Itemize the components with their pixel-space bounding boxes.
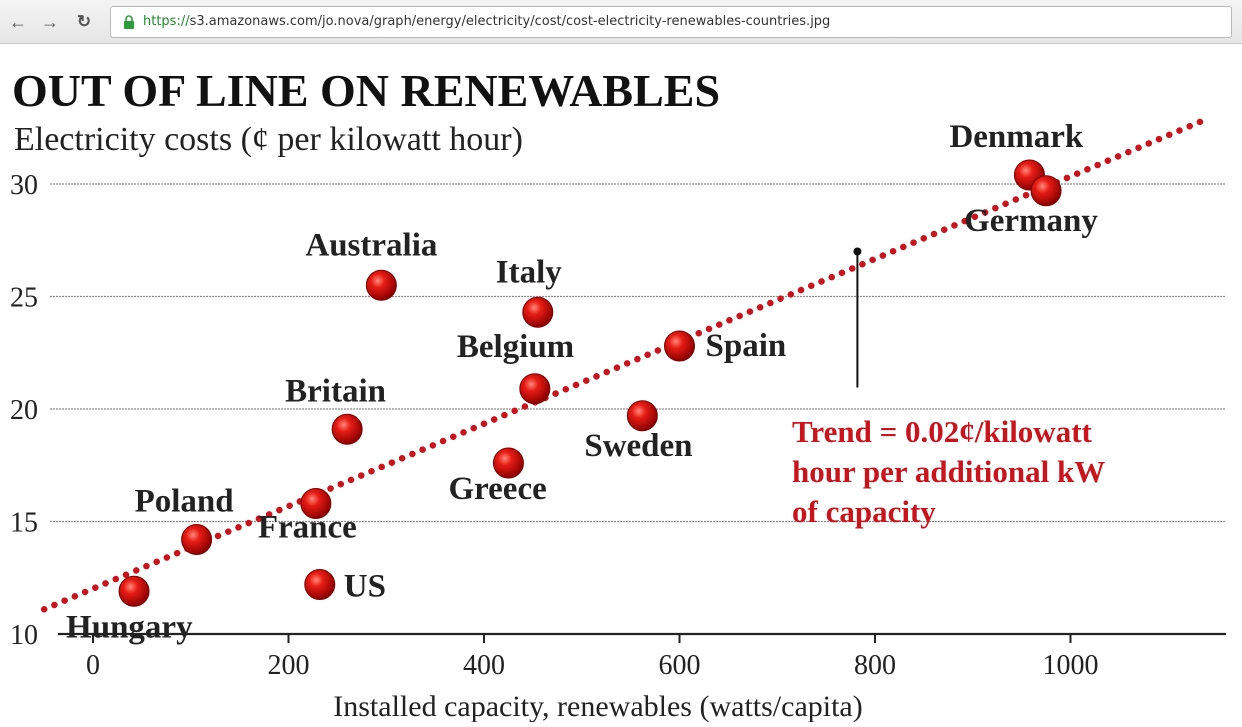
point-label-belgium: Belgium — [457, 329, 574, 365]
point-label-poland: Poland — [135, 484, 234, 520]
axes: 10 15 20 25 30 0 200 400 600 800 1000 — [10, 170, 1226, 681]
point-spain — [664, 330, 695, 362]
chart-subtitle: Electricity costs (¢ per kilowatt hour) — [14, 121, 523, 158]
address-bar[interactable]: https://s3.amazonaws.com/jo.nova/graph/e… — [110, 6, 1232, 38]
x-tick-label-800: 800 — [854, 650, 896, 681]
point-label-us: US — [344, 569, 386, 605]
point-australia — [365, 269, 397, 301]
chart-area: OUT OF LINE ON RENEWABLES Electricity co… — [0, 44, 1242, 723]
point-hungary — [118, 575, 150, 607]
url-path: s3.amazonaws.com/jo.nova/graph/energy/el… — [189, 14, 831, 29]
point-label-france: France — [258, 510, 357, 546]
point-germany — [1030, 175, 1062, 207]
reload-icon[interactable]: ↻ — [76, 12, 92, 31]
point-sweden — [626, 400, 658, 432]
data-points: Hungary Poland France US Britain Australia Gre… — [66, 119, 1098, 645]
point-label-britain: Britain — [285, 373, 386, 409]
point-france — [300, 488, 332, 519]
point-greece — [492, 447, 524, 479]
forward-arrow-icon[interactable]: → — [41, 12, 59, 32]
point-label-greece: Greece — [448, 471, 546, 507]
scatter-chart: OUT OF LINE ON RENEWABLES Electricity co… — [10, 65, 1226, 723]
trend-annotation: Trend = 0.02¢/kilowatt hour per additiona… — [792, 247, 1105, 529]
point-label-italy: Italy — [496, 254, 563, 290]
chart-title: OUT OF LINE ON RENEWABLES — [12, 65, 720, 116]
point-label-denmark: Denmark — [949, 119, 1083, 155]
x-tick-label-0: 0 — [86, 650, 100, 681]
address-bar-url: https://s3.amazonaws.com/jo.nova/graph/e… — [143, 14, 830, 29]
x-tick-label-1000: 1000 — [1043, 650, 1099, 681]
y-tick-label-20: 20 — [10, 395, 38, 426]
annotation-line-1: Trend = 0.02¢/kilowatt — [792, 414, 1093, 449]
y-tick-label-25: 25 — [10, 283, 38, 314]
trend-line — [40, 115, 1211, 613]
point-britain — [331, 413, 363, 445]
y-tick-label-30: 30 — [10, 170, 38, 201]
annotation-line-2: hour per additional kW — [792, 454, 1105, 489]
trend-line-group — [40, 115, 1211, 613]
y-tick-label-15: 15 — [10, 508, 38, 539]
x-tick-label-400: 400 — [463, 650, 505, 681]
point-label-germany: Germany — [964, 203, 1098, 239]
point-us — [304, 569, 336, 600]
point-label-sweden: Sweden — [584, 428, 692, 464]
x-tick-label-600: 600 — [659, 650, 701, 681]
point-poland — [181, 524, 213, 555]
point-label-hungary: Hungary — [66, 609, 193, 645]
y-tick-label-10: 10 — [10, 620, 38, 651]
browser-toolbar: ← → ↻ https://s3.amazonaws.com/jo.nova/g… — [0, 0, 1242, 44]
point-italy — [522, 296, 554, 328]
back-arrow-icon[interactable]: ← — [9, 12, 27, 32]
url-scheme: https:// — [143, 14, 190, 29]
point-label-spain: Spain — [706, 328, 787, 364]
x-tick-label-200: 200 — [268, 650, 310, 681]
point-belgium — [519, 373, 551, 405]
x-axis-label: Installed capacity, renewables (watts/ca… — [333, 690, 862, 722]
annotation-line-3: of capacity — [792, 494, 936, 529]
point-label-australia: Australia — [305, 227, 437, 263]
lock-icon — [124, 15, 134, 29]
